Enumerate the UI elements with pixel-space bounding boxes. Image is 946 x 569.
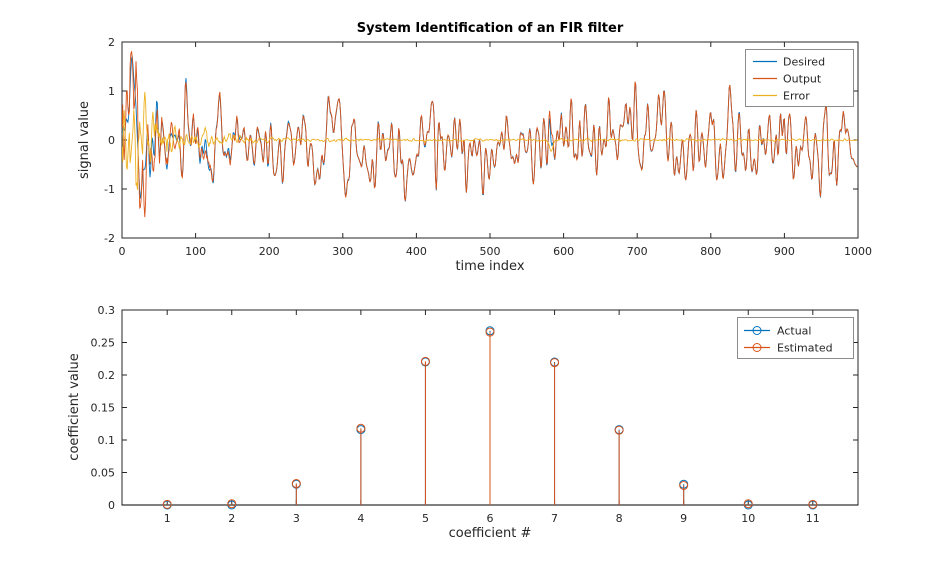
plot1-ticks: 0 100 200 300 400 500 600 700 800 900 1000 -2 -1 0 1 2 <box>104 36 872 258</box>
x-tick-label: 300 <box>332 245 353 258</box>
stem-marker-estimated <box>291 479 301 489</box>
legend-label-desired: Desired <box>783 56 825 69</box>
y-tick-label: -2 <box>104 232 115 245</box>
stem-marker-estimated <box>227 499 237 509</box>
plot2-ticks: 1 2 3 4 5 6 7 8 9 10 11 0 0.05 0.1 0.15 0.2 0.25 0.3 <box>91 304 858 525</box>
legend-label-error: Error <box>783 90 810 103</box>
plot1-xlabel: time index <box>455 259 524 274</box>
x-tick-label: 6 <box>487 512 494 525</box>
series-output <box>122 51 858 218</box>
x-tick-label: 1000 <box>844 245 872 258</box>
x-tick-label: 1 <box>164 512 171 525</box>
x-tick-label: 3 <box>293 512 300 525</box>
plot1-title: System Identification of an FIR filter <box>357 21 624 36</box>
x-tick-label: 8 <box>616 512 623 525</box>
plot1-ylabel: signal value <box>77 101 92 179</box>
stem-marker-estimated <box>162 499 172 509</box>
stem-marker-estimated <box>485 327 495 337</box>
legend-marker-actual <box>752 326 762 335</box>
y-tick-label: -1 <box>104 183 115 196</box>
x-tick-label: 10 <box>741 512 755 525</box>
x-tick-label: 200 <box>259 245 280 258</box>
y-tick-label: 0.1 <box>98 434 116 447</box>
plot1-series <box>122 51 858 218</box>
x-tick-label: 500 <box>480 245 501 258</box>
x-tick-label: 400 <box>406 245 427 258</box>
y-tick-label: 0 <box>108 134 115 147</box>
stem-marker-estimated <box>550 358 560 368</box>
stem-marker-estimated <box>614 425 624 435</box>
stem-marker-estimated <box>679 481 689 490</box>
y-tick-label: 0.3 <box>98 304 116 317</box>
plot2-legend: Actual Estimated <box>737 317 854 359</box>
stem-marker-estimated <box>356 423 366 433</box>
x-tick-label: 0 <box>119 245 126 258</box>
x-tick-label: 800 <box>700 245 721 258</box>
legend-marker-estimated <box>752 343 762 352</box>
y-tick-label: 0.25 <box>91 337 116 350</box>
series-error <box>122 91 858 190</box>
stem-marker-estimated <box>743 499 753 509</box>
legend-label-estimated: Estimated <box>777 342 833 355</box>
stem-marker-estimated <box>420 356 430 366</box>
x-tick-label: 5 <box>422 512 429 525</box>
x-tick-label: 7 <box>551 512 558 525</box>
legend-label-actual: Actual <box>777 325 811 338</box>
x-tick-label: 4 <box>357 512 364 525</box>
x-tick-label: 2 <box>228 512 235 525</box>
y-tick-label: 1 <box>108 85 115 98</box>
plot2-xlabel: coefficient # <box>449 526 532 541</box>
x-tick-label: 11 <box>806 512 820 525</box>
x-tick-label: 700 <box>627 245 648 258</box>
y-tick-label: 0.15 <box>91 402 116 415</box>
plot2-stems <box>122 326 858 510</box>
x-tick-label: 600 <box>553 245 574 258</box>
y-tick-label: 0.2 <box>98 369 116 382</box>
x-tick-label: 900 <box>774 245 795 258</box>
plot1-legend: Desired Output Error <box>745 49 854 107</box>
y-tick-label: 2 <box>108 36 115 49</box>
x-tick-label: 9 <box>680 512 687 525</box>
plot2-ylabel: coefficient value <box>67 353 82 460</box>
x-tick-label: 100 <box>185 245 206 258</box>
stem-marker-estimated <box>808 499 818 509</box>
y-tick-label: 0 <box>108 499 115 512</box>
y-tick-label: 0.05 <box>91 467 116 480</box>
legend-label-output: Output <box>783 73 822 86</box>
